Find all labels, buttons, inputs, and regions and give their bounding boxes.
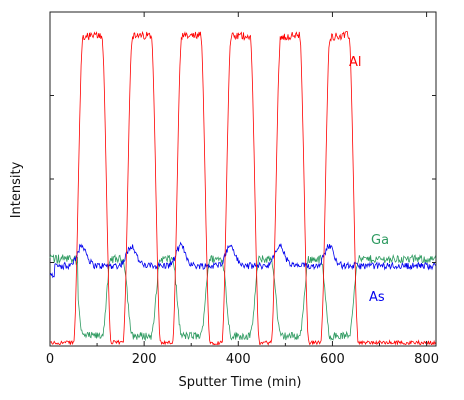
series-line-al <box>50 30 436 346</box>
series-lines <box>49 30 436 346</box>
x-tick-label: 200 <box>132 352 157 367</box>
y-axis-label: Intensity <box>9 161 24 218</box>
series-label-ga: Ga <box>371 233 389 248</box>
series-label-as: As <box>369 290 385 305</box>
x-tick-label: 0 <box>46 352 54 367</box>
x-axis-label: Sputter Time (min) <box>178 375 301 390</box>
series-line-as <box>49 241 436 279</box>
x-tick-label: 400 <box>226 352 251 367</box>
series-line-ga <box>49 253 436 342</box>
x-tick-label: 800 <box>414 352 439 367</box>
x-tick-label: 600 <box>320 352 345 367</box>
series-label-al: Al <box>349 55 362 70</box>
tick-marks: 0 200 400 600 800 <box>46 12 439 367</box>
